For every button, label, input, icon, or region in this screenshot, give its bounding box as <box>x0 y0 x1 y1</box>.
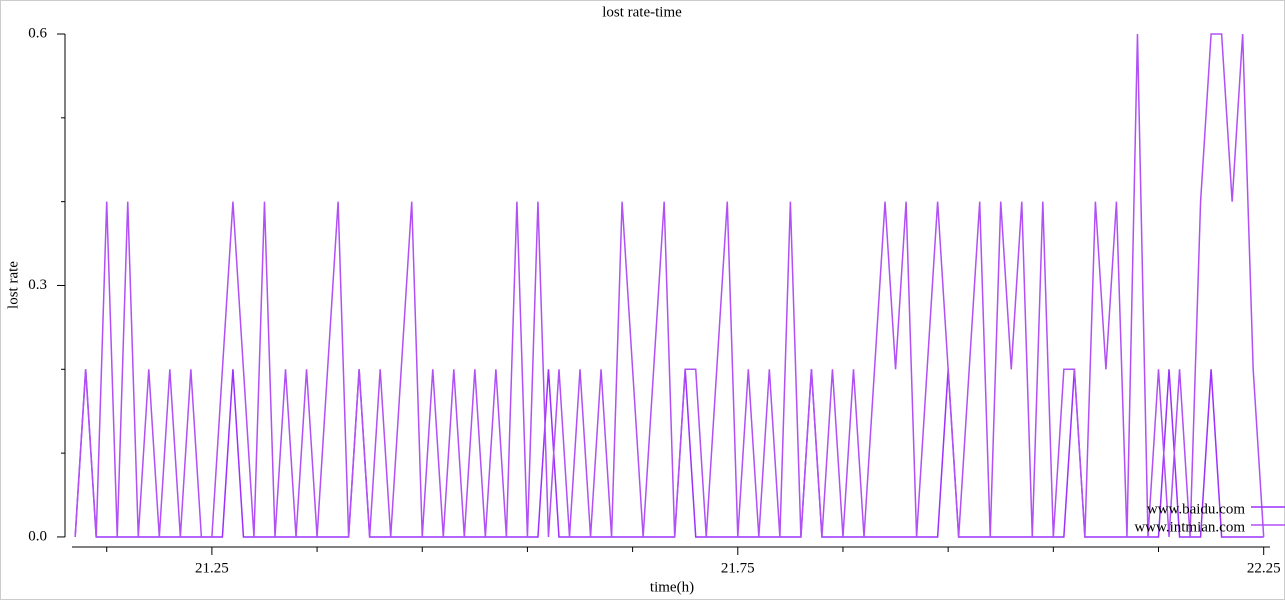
y-axis-label: lost rate <box>5 261 21 309</box>
y-tick-label: 0.3 <box>28 277 47 293</box>
x-tick-label: 22.25 <box>1247 560 1281 576</box>
x-axis-label: time(h) <box>650 579 694 595</box>
x-tick-label: 21.75 <box>721 560 755 576</box>
y-tick-label: 0.0 <box>28 528 47 544</box>
series-line <box>74 369 1264 538</box>
legend-label: www.intmian.com <box>1134 519 1245 535</box>
chart-title: lost rate-time <box>602 4 682 20</box>
x-tick-label: 21.25 <box>195 560 229 576</box>
legend-label: www.baidu.com <box>1147 501 1246 517</box>
y-tick-label: 0.6 <box>28 25 47 41</box>
series-line <box>74 33 1265 538</box>
